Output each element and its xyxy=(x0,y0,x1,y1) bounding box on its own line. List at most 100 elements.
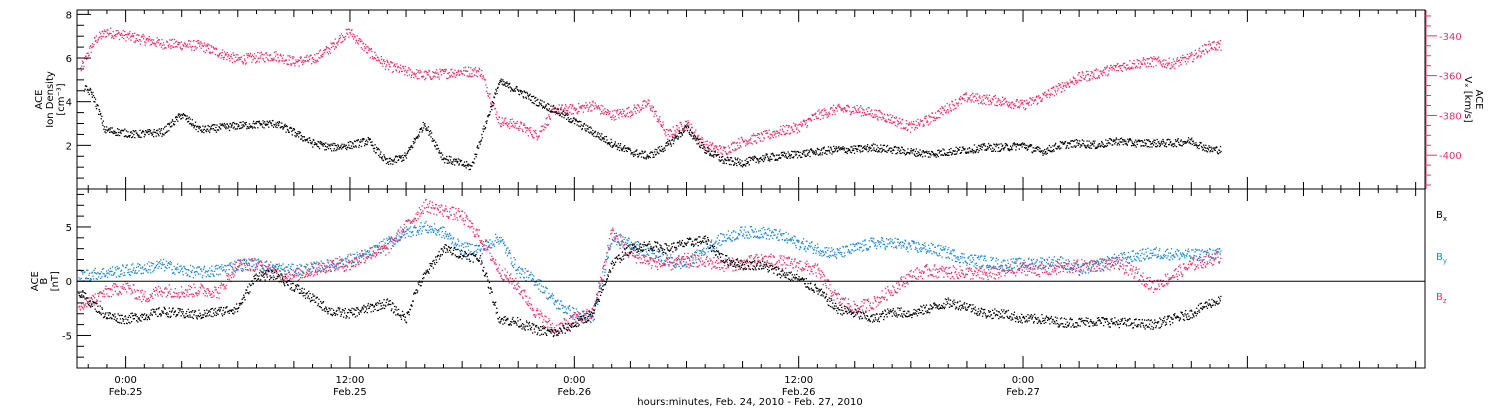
velocity-series-point xyxy=(1018,107,1021,109)
density-series-point xyxy=(119,134,121,137)
velocity-series-point xyxy=(1216,44,1218,46)
by-series-point xyxy=(284,270,286,272)
by-series-point xyxy=(377,249,379,251)
velocity-series-point xyxy=(497,118,499,120)
velocity-series-point xyxy=(184,43,187,45)
density-series-point xyxy=(480,139,482,141)
by-series-point xyxy=(380,240,382,243)
velocity-series-point xyxy=(238,59,240,61)
density-series-point xyxy=(1203,144,1205,146)
density-series-point xyxy=(1189,141,1191,143)
density-series-point xyxy=(657,152,659,154)
velocity-series-point xyxy=(888,119,890,121)
density-series-point xyxy=(544,106,546,108)
velocity-series-point xyxy=(515,127,517,129)
velocity-series-point xyxy=(252,55,255,57)
density-series-point xyxy=(1133,143,1135,145)
velocity-series-point xyxy=(598,107,601,110)
velocity-series-point xyxy=(1074,77,1076,80)
velocity-series-point xyxy=(641,107,643,109)
by-series-point xyxy=(215,264,217,267)
velocity-series-point xyxy=(764,130,767,132)
velocity-series-point xyxy=(479,74,481,77)
velocity-series-point xyxy=(817,117,819,119)
velocity-series-point xyxy=(661,126,663,128)
density-series-point xyxy=(327,143,329,145)
velocity-series-point xyxy=(86,52,88,54)
by-series-point xyxy=(87,269,89,271)
density-series-point xyxy=(274,124,276,126)
velocity-series-point xyxy=(1002,103,1004,105)
velocity-series-point xyxy=(211,46,213,48)
velocity-series-point xyxy=(931,112,934,114)
velocity-series-point xyxy=(176,46,178,48)
density-series-point xyxy=(547,103,549,105)
velocity-series-point xyxy=(885,119,887,121)
density-series-point xyxy=(213,129,215,131)
by-series-point xyxy=(149,269,151,271)
density-series-point xyxy=(861,150,863,153)
density-series-point xyxy=(137,134,139,136)
velocity-series-point xyxy=(648,100,650,102)
density-series-point xyxy=(712,154,714,156)
density-series-point xyxy=(824,152,826,154)
by-series-point xyxy=(382,250,385,252)
velocity-series-point xyxy=(101,35,103,37)
velocity-series-point xyxy=(1148,65,1150,68)
density-series-point xyxy=(295,133,298,135)
velocity-series-point xyxy=(886,120,888,123)
density-series-point xyxy=(87,88,89,91)
density-series-point xyxy=(994,150,997,152)
density-series-point xyxy=(411,145,413,147)
velocity-series-point xyxy=(166,40,168,42)
velocity-series-point xyxy=(827,113,829,115)
density-series-point xyxy=(254,127,256,129)
density-series-point xyxy=(220,128,222,130)
density-series-point xyxy=(678,130,680,133)
density-series-point xyxy=(1204,147,1206,149)
velocity-series-point xyxy=(988,104,990,106)
velocity-series-point xyxy=(1131,66,1133,68)
density-series-point xyxy=(1128,140,1130,142)
density-series-point xyxy=(392,163,394,165)
density-series-point xyxy=(216,124,218,126)
density-series-point xyxy=(347,146,349,148)
density-series-point xyxy=(450,156,452,158)
velocity-series-point xyxy=(741,138,744,141)
velocity-series-point xyxy=(453,72,456,75)
velocity-series-point xyxy=(210,51,212,54)
density-series-point xyxy=(544,107,546,109)
velocity-series-point xyxy=(983,102,985,104)
by-series-point xyxy=(253,257,256,260)
density-series-point xyxy=(821,154,823,156)
velocity-series-point xyxy=(989,99,991,101)
velocity-series-point xyxy=(122,34,124,36)
velocity-series-point xyxy=(357,43,359,45)
velocity-series-point xyxy=(640,109,643,111)
density-series-point xyxy=(881,150,883,152)
density-series-point xyxy=(242,121,244,123)
density-series-point xyxy=(168,130,170,132)
velocity-series-point xyxy=(306,59,309,62)
density-series-point xyxy=(573,123,576,125)
density-series-point xyxy=(924,151,926,153)
velocity-series-point xyxy=(171,38,174,40)
velocity-series-point xyxy=(179,46,181,48)
velocity-series-point xyxy=(857,111,859,114)
velocity-series-point xyxy=(776,130,779,132)
velocity-series xyxy=(80,27,1222,156)
velocity-series-point xyxy=(314,54,316,56)
density-series-point xyxy=(364,143,366,145)
density-series-point xyxy=(370,144,373,146)
density-series-point xyxy=(784,154,787,157)
by-series-point xyxy=(346,256,349,258)
velocity-series-point xyxy=(960,103,962,105)
density-series-point xyxy=(1182,141,1184,143)
density-series-point xyxy=(495,88,497,91)
by-series-point xyxy=(261,265,263,268)
velocity-series-point xyxy=(469,73,471,75)
density-series-point xyxy=(1119,138,1122,140)
density-series-point xyxy=(241,124,243,126)
velocity-series-point xyxy=(510,125,512,128)
velocity-series-point xyxy=(633,108,635,110)
